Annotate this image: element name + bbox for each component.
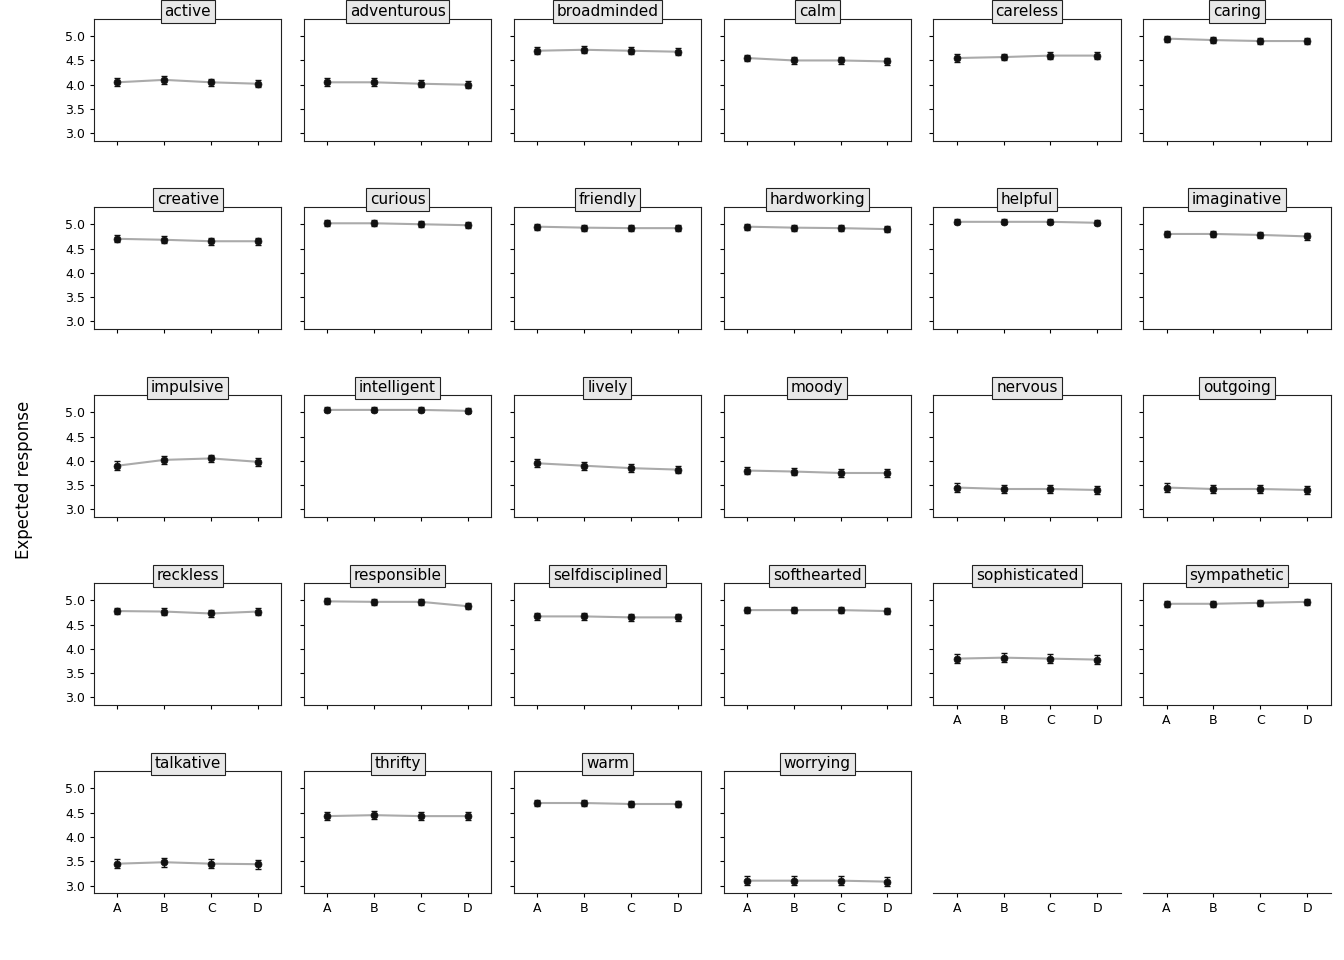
Title: worrying: worrying [784, 756, 851, 772]
Title: friendly: friendly [578, 192, 637, 207]
Title: active: active [164, 4, 211, 19]
Title: moody: moody [792, 380, 844, 396]
Title: imaginative: imaginative [1192, 192, 1282, 207]
Title: thrifty: thrifty [375, 756, 421, 772]
Title: reckless: reckless [156, 568, 219, 584]
Title: warm: warm [586, 756, 629, 772]
Title: talkative: talkative [155, 756, 220, 772]
Title: sympathetic: sympathetic [1189, 568, 1285, 584]
Title: caring: caring [1212, 4, 1261, 19]
Title: impulsive: impulsive [151, 380, 224, 396]
Title: softhearted: softhearted [773, 568, 862, 584]
Title: careless: careless [996, 4, 1059, 19]
Title: calm: calm [798, 4, 836, 19]
Title: helpful: helpful [1001, 192, 1054, 207]
Title: adventurous: adventurous [349, 4, 445, 19]
Title: nervous: nervous [996, 380, 1058, 396]
Title: outgoing: outgoing [1203, 380, 1271, 396]
Title: selfdisciplined: selfdisciplined [552, 568, 661, 584]
Title: broadminded: broadminded [556, 4, 659, 19]
Title: sophisticated: sophisticated [976, 568, 1078, 584]
Title: responsible: responsible [353, 568, 442, 584]
Title: creative: creative [157, 192, 219, 207]
Title: lively: lively [587, 380, 628, 396]
Title: intelligent: intelligent [359, 380, 435, 396]
Text: Expected response: Expected response [15, 401, 34, 559]
Title: curious: curious [370, 192, 426, 207]
Title: hardworking: hardworking [769, 192, 866, 207]
